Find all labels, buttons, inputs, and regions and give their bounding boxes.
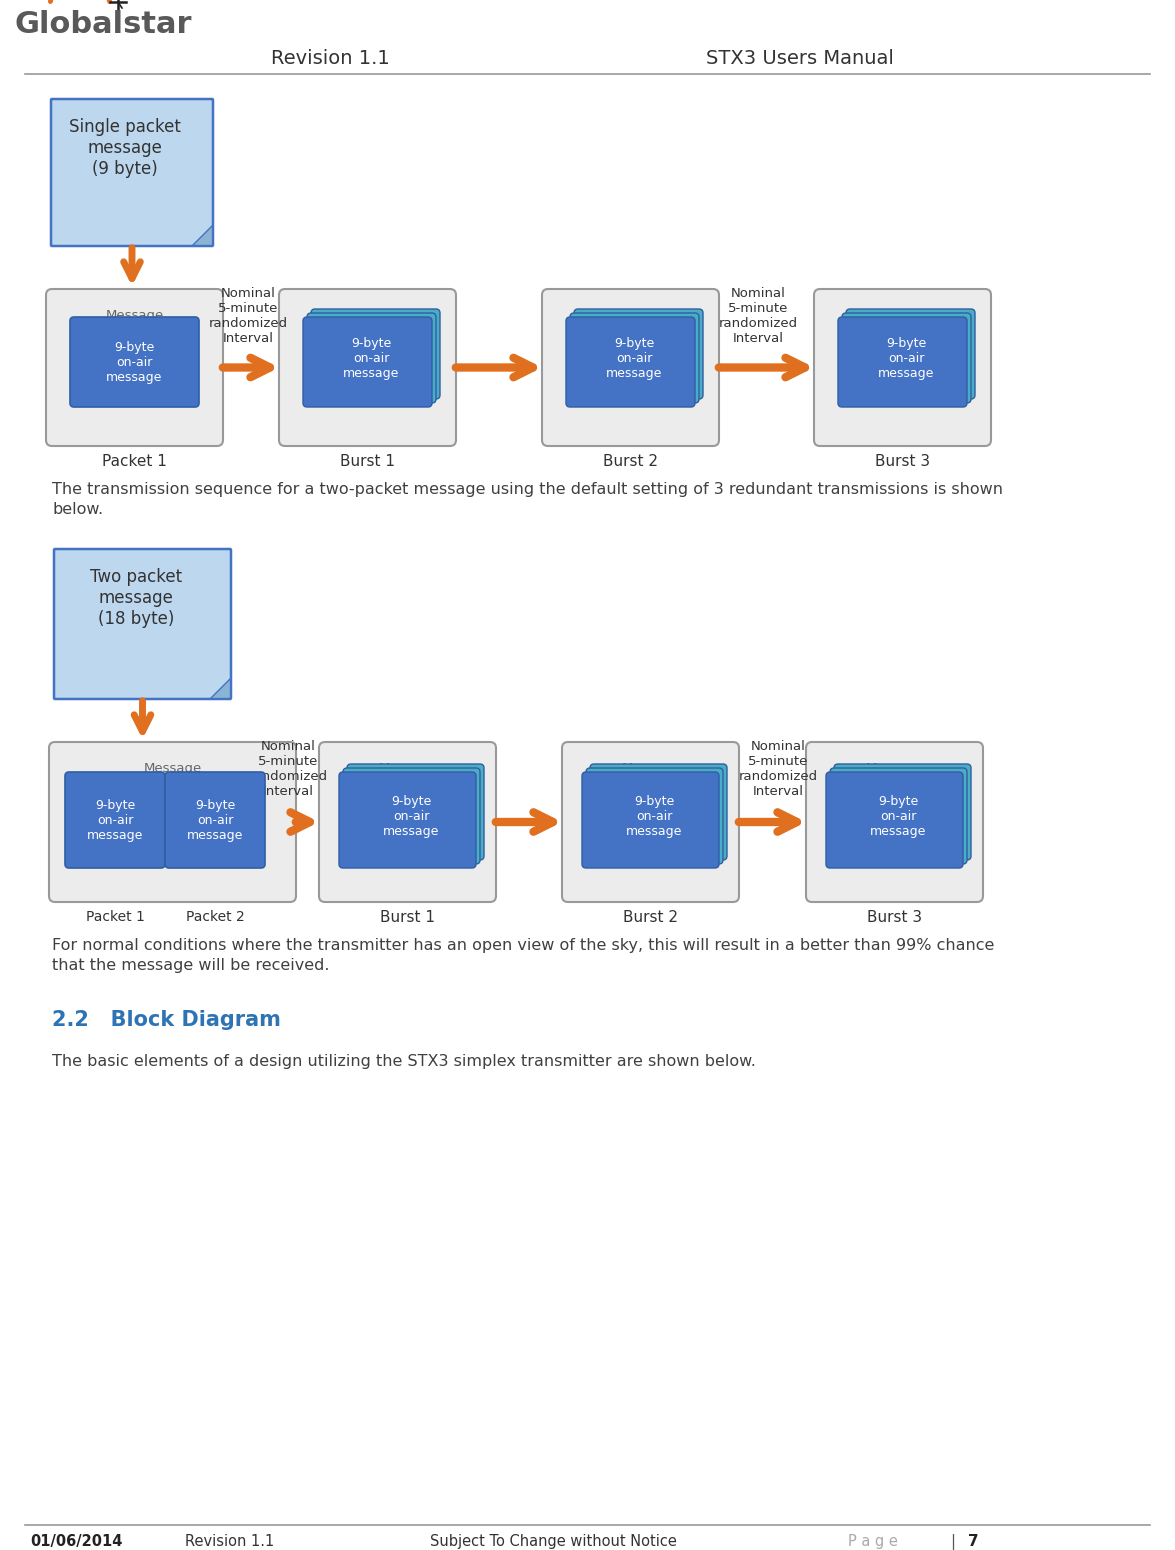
Text: Packet 1: Packet 1 [102, 454, 167, 470]
Text: Message: Message [602, 308, 659, 322]
Text: Nominal
5-minute
randomized
Interval: Nominal 5-minute randomized Interval [718, 287, 798, 346]
FancyBboxPatch shape [65, 772, 165, 868]
Text: Message: Message [865, 763, 924, 775]
Text: 9-byte
on-air
message: 9-byte on-air message [87, 798, 143, 842]
FancyBboxPatch shape [54, 549, 231, 699]
Text: Single packet
message
(9 byte): Single packet message (9 byte) [69, 118, 181, 178]
Text: Burst 2: Burst 2 [603, 454, 658, 470]
FancyBboxPatch shape [590, 764, 727, 860]
FancyBboxPatch shape [586, 767, 723, 863]
Text: 2.2   Block Diagram: 2.2 Block Diagram [52, 1011, 281, 1031]
FancyBboxPatch shape [826, 772, 964, 868]
Text: 9-byte
on-air
message: 9-byte on-air message [871, 795, 927, 837]
FancyBboxPatch shape [830, 767, 967, 863]
FancyBboxPatch shape [51, 99, 213, 246]
Text: Subject To Change without Notice: Subject To Change without Notice [430, 1534, 677, 1548]
FancyBboxPatch shape [842, 313, 971, 403]
Text: Revision 1.1: Revision 1.1 [184, 1534, 274, 1548]
Text: 9-byte
on-air
message: 9-byte on-air message [878, 336, 934, 380]
FancyBboxPatch shape [582, 772, 719, 868]
Text: 9-byte
on-air
message: 9-byte on-air message [343, 336, 400, 380]
Text: Nominal
5-minute
randomized
Interval: Nominal 5-minute randomized Interval [208, 287, 288, 346]
Text: Burst 3: Burst 3 [875, 454, 931, 470]
FancyBboxPatch shape [311, 308, 439, 398]
Polygon shape [192, 225, 212, 245]
FancyBboxPatch shape [307, 313, 436, 403]
FancyBboxPatch shape [562, 742, 739, 902]
Polygon shape [210, 677, 230, 698]
FancyBboxPatch shape [542, 288, 719, 446]
Text: Two packet
message
(18 byte): Two packet message (18 byte) [89, 567, 182, 628]
Text: Message: Message [143, 763, 202, 775]
Text: Revision 1.1: Revision 1.1 [270, 48, 389, 68]
Text: |: | [951, 1534, 955, 1550]
FancyBboxPatch shape [846, 308, 975, 398]
Text: 9-byte
on-air
message: 9-byte on-air message [187, 798, 243, 842]
FancyBboxPatch shape [46, 288, 223, 446]
Text: Burst 2: Burst 2 [623, 910, 678, 925]
Text: Burst 1: Burst 1 [340, 454, 395, 470]
Text: Nominal
5-minute
randomized
Interval: Nominal 5-minute randomized Interval [248, 739, 328, 798]
FancyBboxPatch shape [165, 772, 266, 868]
FancyBboxPatch shape [806, 742, 983, 902]
FancyBboxPatch shape [570, 313, 699, 403]
Text: Message: Message [338, 308, 397, 322]
Text: 9-byte
on-air
message: 9-byte on-air message [383, 795, 439, 837]
Text: The basic elements of a design utilizing the STX3 simplex transmitter are shown : The basic elements of a design utilizing… [52, 1054, 756, 1069]
Text: Message: Message [873, 308, 932, 322]
FancyBboxPatch shape [814, 288, 991, 446]
Text: Packet 1: Packet 1 [86, 910, 145, 924]
Text: 7: 7 [968, 1534, 979, 1548]
Text: STX3 Users Manual: STX3 Users Manual [706, 48, 894, 68]
Text: P a g e: P a g e [848, 1534, 898, 1548]
Text: 01/06/2014: 01/06/2014 [31, 1534, 122, 1548]
Text: Packet 2: Packet 2 [186, 910, 244, 924]
FancyBboxPatch shape [49, 742, 296, 902]
Text: Message: Message [106, 308, 163, 322]
FancyBboxPatch shape [834, 764, 971, 860]
Text: Burst 3: Burst 3 [867, 910, 922, 925]
FancyBboxPatch shape [278, 288, 456, 446]
Text: 9-byte
on-air
message: 9-byte on-air message [626, 795, 683, 837]
FancyBboxPatch shape [70, 318, 199, 408]
Text: The transmission sequence for a two-packet message using the default setting of : The transmission sequence for a two-pack… [52, 482, 1003, 516]
Text: Globalstar: Globalstar [14, 9, 192, 39]
Text: 9-byte
on-air
message: 9-byte on-air message [106, 341, 162, 383]
FancyBboxPatch shape [347, 764, 484, 860]
FancyBboxPatch shape [340, 772, 476, 868]
FancyBboxPatch shape [838, 318, 967, 408]
FancyBboxPatch shape [303, 318, 432, 408]
Text: 9-byte
on-air
message: 9-byte on-air message [606, 336, 663, 380]
FancyBboxPatch shape [343, 767, 481, 863]
FancyBboxPatch shape [318, 742, 496, 902]
Text: Message: Message [622, 763, 679, 775]
Text: Burst 1: Burst 1 [380, 910, 435, 925]
Text: Message: Message [378, 763, 437, 775]
FancyBboxPatch shape [575, 308, 703, 398]
Text: For normal conditions where the transmitter has an open view of the sky, this wi: For normal conditions where the transmit… [52, 938, 994, 973]
FancyBboxPatch shape [566, 318, 694, 408]
Text: Nominal
5-minute
randomized
Interval: Nominal 5-minute randomized Interval [738, 739, 818, 798]
